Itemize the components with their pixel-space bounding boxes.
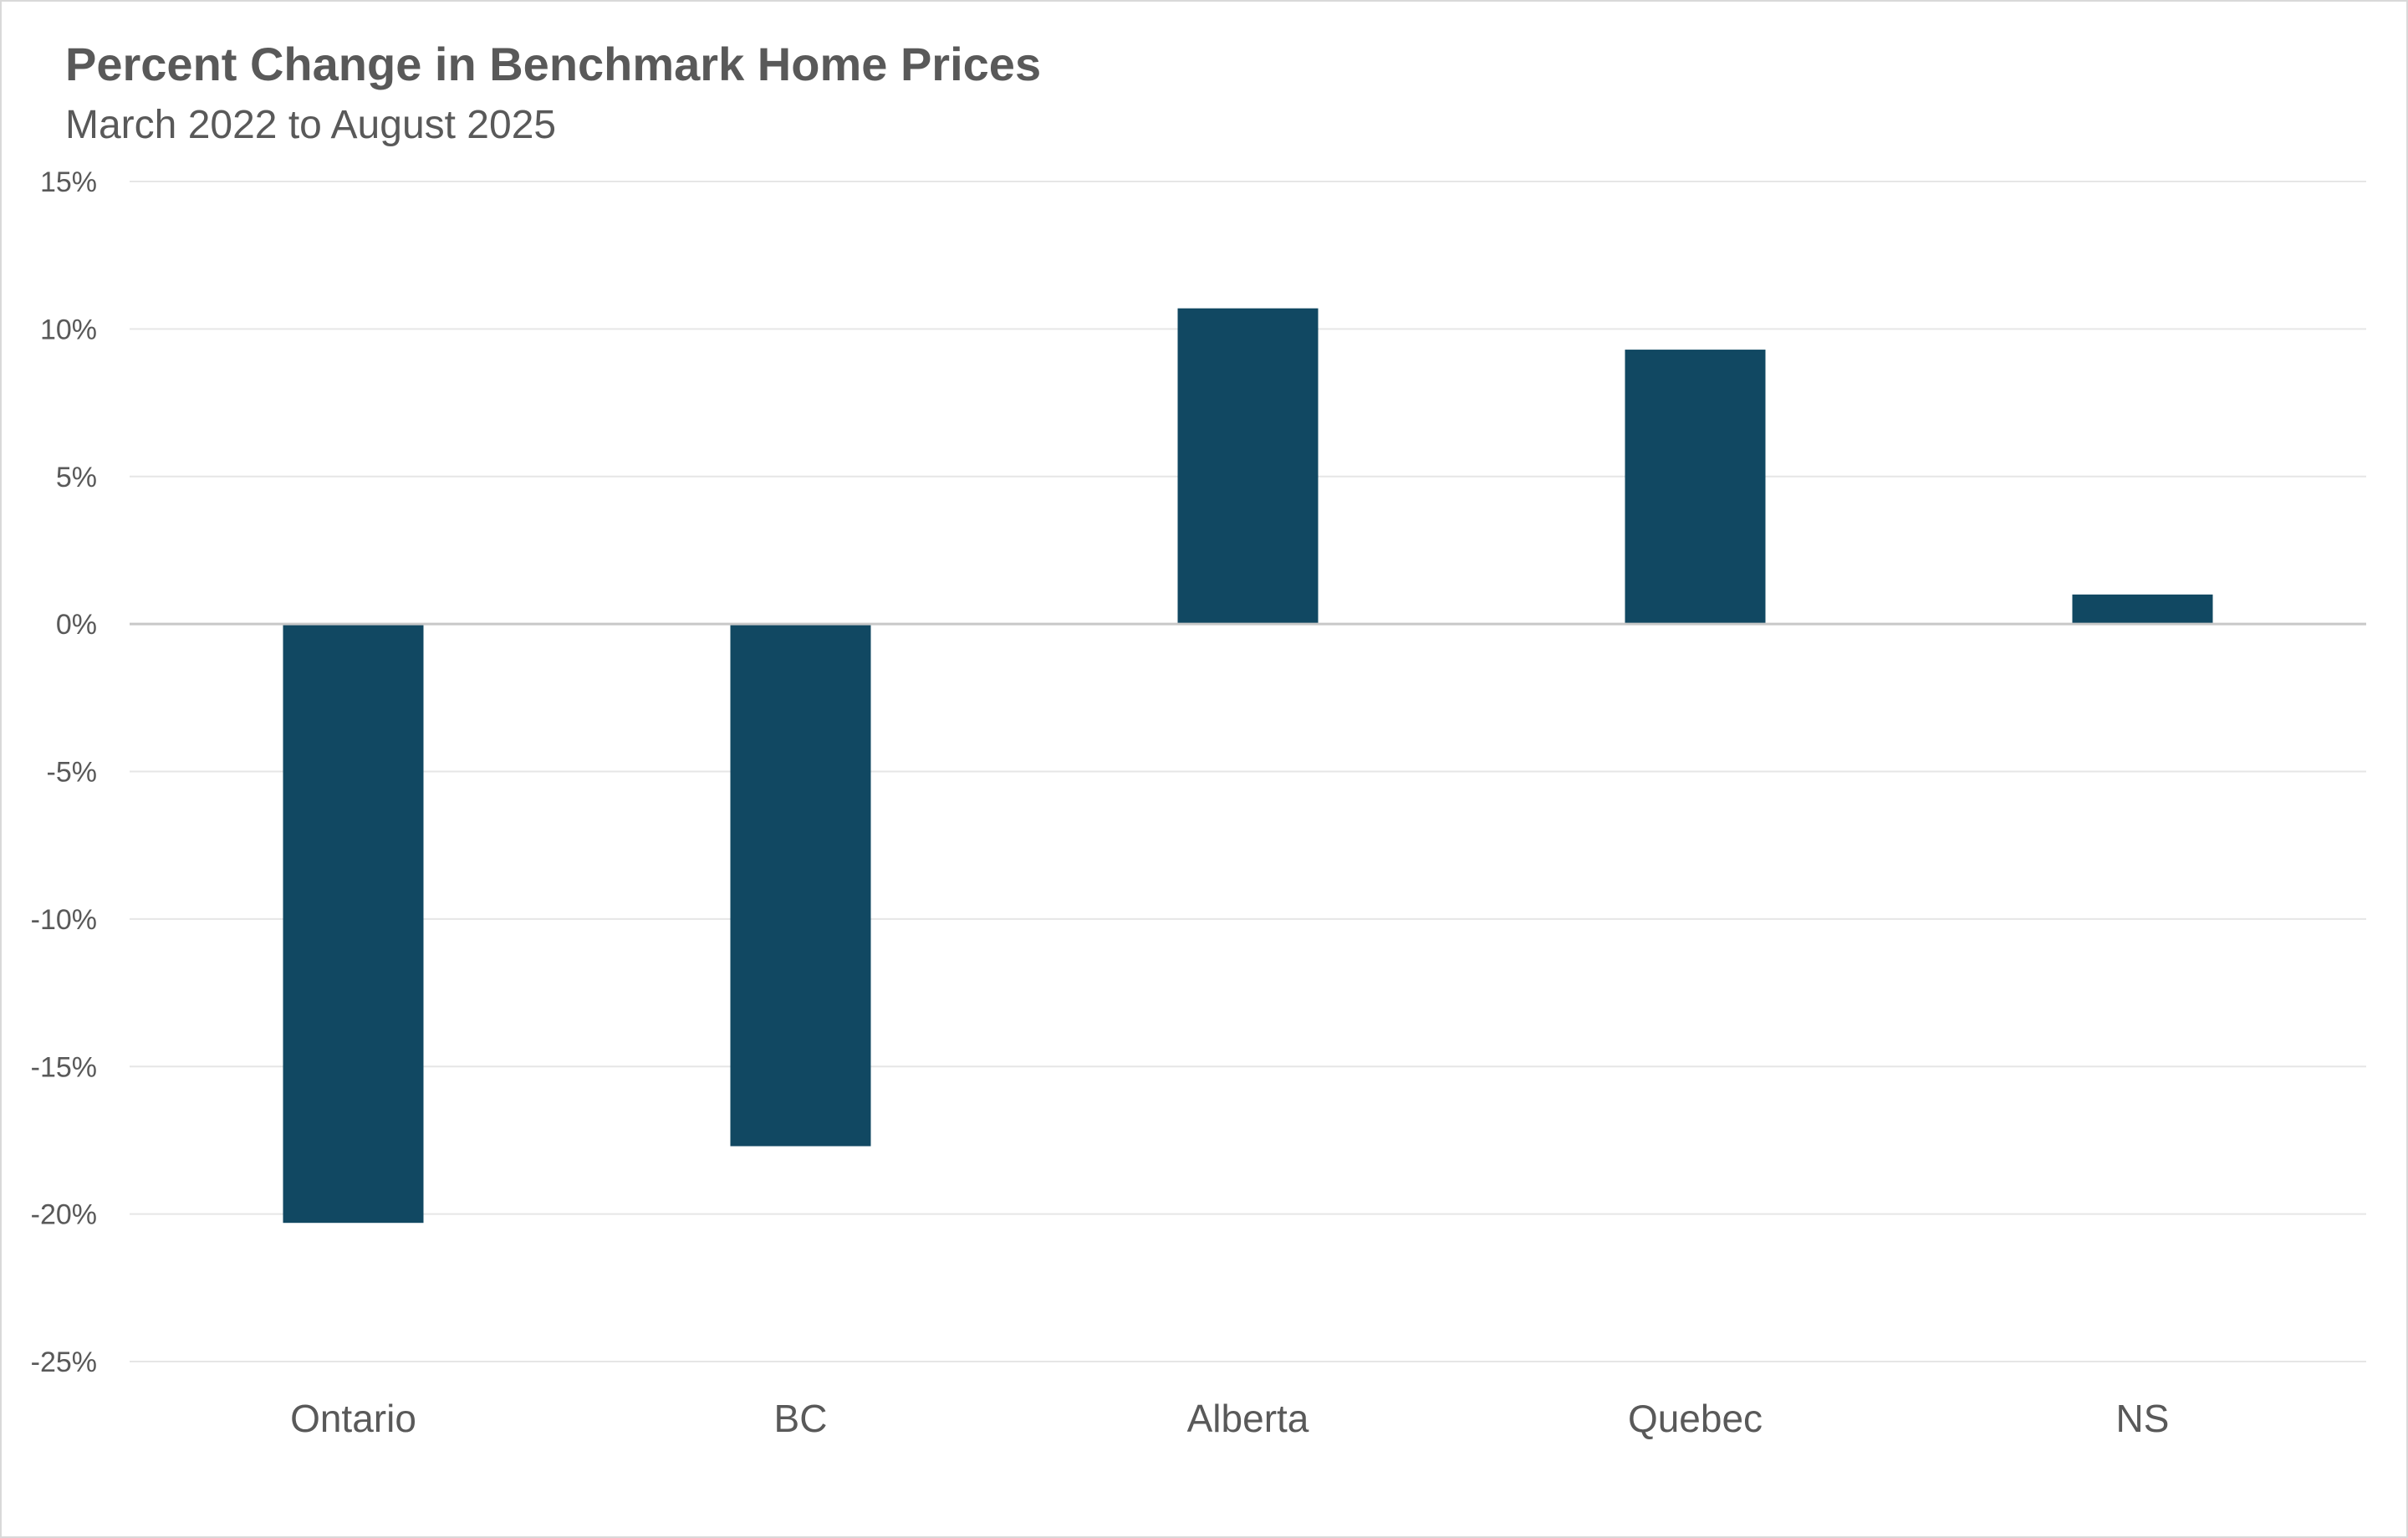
x-tick-label: NS bbox=[2116, 1397, 2170, 1440]
bar-bc bbox=[730, 624, 871, 1147]
y-tick-label: 5% bbox=[56, 462, 97, 493]
y-tick-label: -10% bbox=[31, 904, 97, 936]
bar-ontario bbox=[283, 624, 424, 1224]
bar-alberta bbox=[1177, 308, 1319, 625]
x-tick-label: BC bbox=[774, 1397, 828, 1440]
x-axis-ticks: Ontario BC Alberta Quebec NS bbox=[290, 1397, 2169, 1440]
x-tick-label: Alberta bbox=[1187, 1397, 1309, 1440]
chart-subtitle: March 2022 to August 2025 bbox=[65, 103, 557, 147]
y-tick-label: -15% bbox=[31, 1051, 97, 1083]
x-tick-label: Quebec bbox=[1628, 1397, 1763, 1440]
y-tick-label: 0% bbox=[56, 609, 97, 641]
bar-quebec bbox=[1625, 350, 1766, 625]
y-tick-label: -20% bbox=[31, 1199, 97, 1231]
bar-ns bbox=[2072, 594, 2213, 625]
bars bbox=[283, 308, 2213, 1224]
y-tick-label: -25% bbox=[31, 1346, 97, 1378]
y-tick-label: 10% bbox=[40, 314, 97, 345]
x-tick-label: Ontario bbox=[290, 1397, 416, 1440]
chart-title: Percent Change in Benchmark Home Prices bbox=[65, 38, 1042, 90]
y-tick-label: -5% bbox=[47, 757, 97, 789]
y-axis-ticks: 15% 10% 5% 0% -5% -10% -15% -20% -25% bbox=[31, 166, 97, 1378]
y-tick-label: 15% bbox=[40, 166, 97, 198]
